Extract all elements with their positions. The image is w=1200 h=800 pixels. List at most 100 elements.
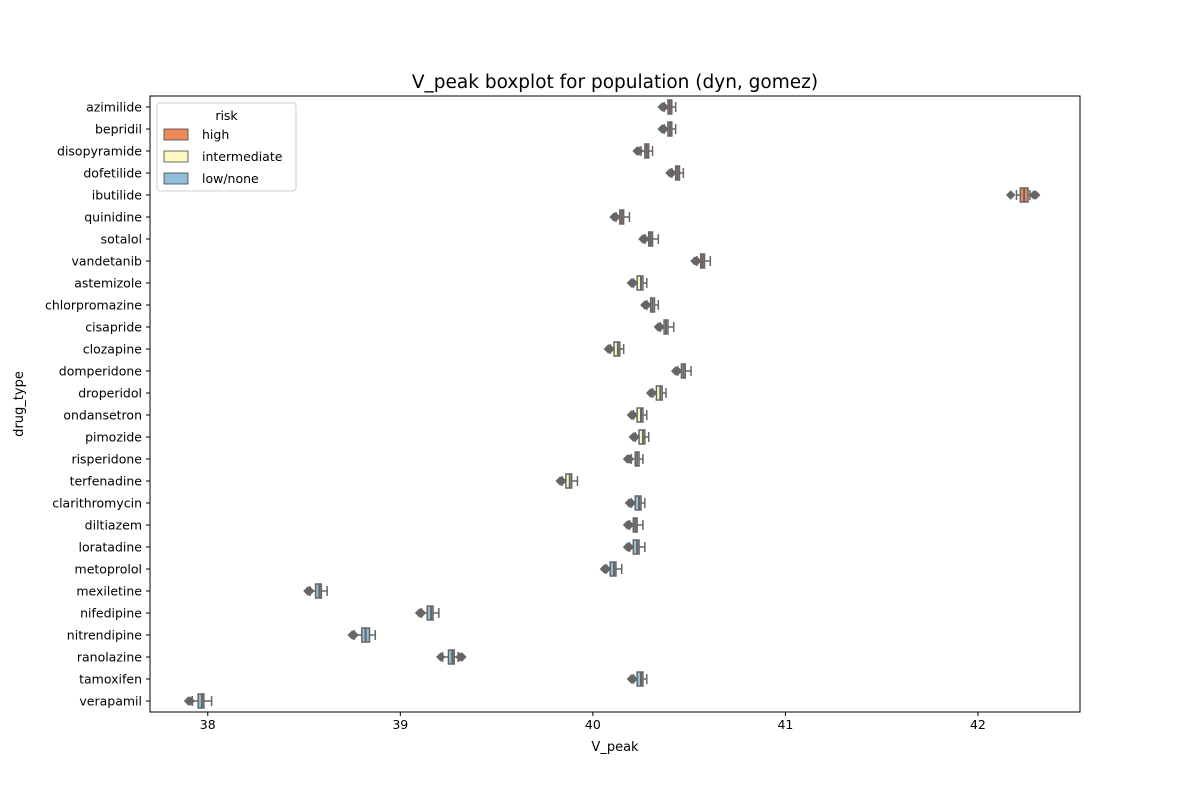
box-loratadine xyxy=(622,539,646,555)
outlier-point xyxy=(611,212,621,222)
y-tick-label: metoprolol xyxy=(75,562,142,577)
box-ibutilide xyxy=(1005,187,1041,203)
y-tick-label: mexiletine xyxy=(76,584,142,599)
x-tick-label: 42 xyxy=(970,717,986,732)
box-sotalol xyxy=(638,231,660,247)
y-tick-label: dofetilide xyxy=(83,166,142,181)
box-risperidone xyxy=(622,451,644,467)
box-nitrendipine xyxy=(347,627,377,643)
y-tick-label: clozapine xyxy=(83,342,143,357)
y-axis: azimilide bepridil disopyramide dofetilide i… xyxy=(45,100,150,709)
outlier-point xyxy=(624,454,635,464)
y-tick-label: nifedipine xyxy=(80,606,142,621)
legend: risk high intermediate low/none xyxy=(156,102,297,192)
outlier-point xyxy=(436,652,446,662)
box-nifedipine xyxy=(414,605,440,621)
outlier-point xyxy=(628,410,638,420)
box-cisapride xyxy=(653,319,675,335)
y-tick-label: azimilide xyxy=(86,100,142,115)
box-diltiazem xyxy=(622,517,644,533)
y-tick-label: ondansetron xyxy=(63,408,142,423)
box-ranolazine xyxy=(436,649,467,665)
outlier-point xyxy=(605,344,615,354)
y-tick-label: bepridil xyxy=(95,122,142,137)
box-mexiletine xyxy=(303,583,328,599)
outlier-point xyxy=(1005,190,1016,200)
legend-swatch xyxy=(163,128,189,141)
legend-title: risk xyxy=(215,108,238,123)
y-tick-label: diltiazem xyxy=(85,518,142,533)
y-tick-label: terfenadine xyxy=(70,474,143,489)
box-quinidine xyxy=(609,209,631,225)
box-vandetanib xyxy=(690,253,712,269)
legend-entry-label: intermediate xyxy=(202,149,283,164)
y-tick-label: vandetanib xyxy=(72,254,143,269)
outlier-point xyxy=(659,124,669,134)
outlier-point xyxy=(349,630,359,640)
y-tick-label: pimozide xyxy=(85,430,142,445)
axes-frame xyxy=(149,95,1081,713)
outlier-point xyxy=(305,586,315,596)
outlier-point xyxy=(1031,190,1041,200)
y-tick-label: quinidine xyxy=(84,210,142,225)
outlier-point xyxy=(624,542,635,552)
legend-swatch xyxy=(163,150,189,163)
y-tick-label: droperidol xyxy=(78,386,142,401)
y-tick-label: disopyramide xyxy=(57,144,142,159)
outlier-point xyxy=(659,102,669,112)
box-pimozide xyxy=(628,429,650,445)
box-astemizole xyxy=(626,275,648,291)
y-tick-label: ibutilide xyxy=(92,188,143,203)
y-axis-label: drug_type xyxy=(12,371,27,437)
box-terfenadine xyxy=(555,473,579,489)
y-tick-label: clarithromycin xyxy=(52,496,142,511)
box-clarithromycin xyxy=(624,495,646,511)
outlier-point xyxy=(185,696,196,706)
box-tamoxifen xyxy=(626,671,648,687)
box-bepridil xyxy=(657,121,677,137)
y-tick-label: risperidone xyxy=(71,452,142,467)
y-tick-label: chlorpromazine xyxy=(45,298,142,313)
y-tick-label: verapamil xyxy=(79,694,142,709)
box-azimilide xyxy=(657,99,677,115)
plot-area xyxy=(183,99,1041,709)
box-disopyramide xyxy=(632,143,654,159)
outlier-point xyxy=(628,278,638,288)
y-tick-label: cisapride xyxy=(85,320,142,335)
y-tick-label: ranolazine xyxy=(77,650,142,665)
box-ondansetron xyxy=(626,407,648,423)
outlier-point xyxy=(628,674,638,684)
box-dofetilide xyxy=(665,165,685,181)
outlier-point xyxy=(672,366,683,376)
x-tick-label: 39 xyxy=(392,717,408,732)
y-tick-label: loratadine xyxy=(78,540,142,555)
x-axis-label: V_peak xyxy=(591,740,639,755)
outlier-point xyxy=(624,520,635,530)
outlier-point xyxy=(416,608,427,618)
outlier-point xyxy=(626,498,637,508)
legend-entry-label: high xyxy=(202,127,229,142)
x-tick-label: 38 xyxy=(200,717,216,732)
outlier-point xyxy=(692,256,702,266)
y-tick-label: astemizole xyxy=(74,276,142,291)
outlier-point xyxy=(655,322,665,332)
y-tick-label: domperidone xyxy=(59,364,143,379)
outlier-point xyxy=(667,168,677,178)
y-tick-label: sotalol xyxy=(101,232,142,247)
chart-title: V_peak boxplot for population (dyn, gome… xyxy=(412,72,818,93)
legend-frame xyxy=(156,102,297,192)
box-verapamil xyxy=(183,693,213,709)
legend-swatch xyxy=(163,172,189,185)
y-tick-label: tamoxifen xyxy=(79,672,142,687)
x-tick-label: 41 xyxy=(777,717,793,732)
outlier-point xyxy=(630,432,640,442)
box-metoprolol xyxy=(599,561,623,577)
x-tick-label: 40 xyxy=(585,717,601,732)
outlier-point xyxy=(601,564,612,574)
y-tick-label: nitrendipine xyxy=(67,628,143,643)
outlier-point xyxy=(457,652,467,662)
outlier-point xyxy=(634,146,644,156)
box-droperidol xyxy=(645,385,667,401)
x-axis: 38 39 40 41 42 xyxy=(200,712,986,732)
